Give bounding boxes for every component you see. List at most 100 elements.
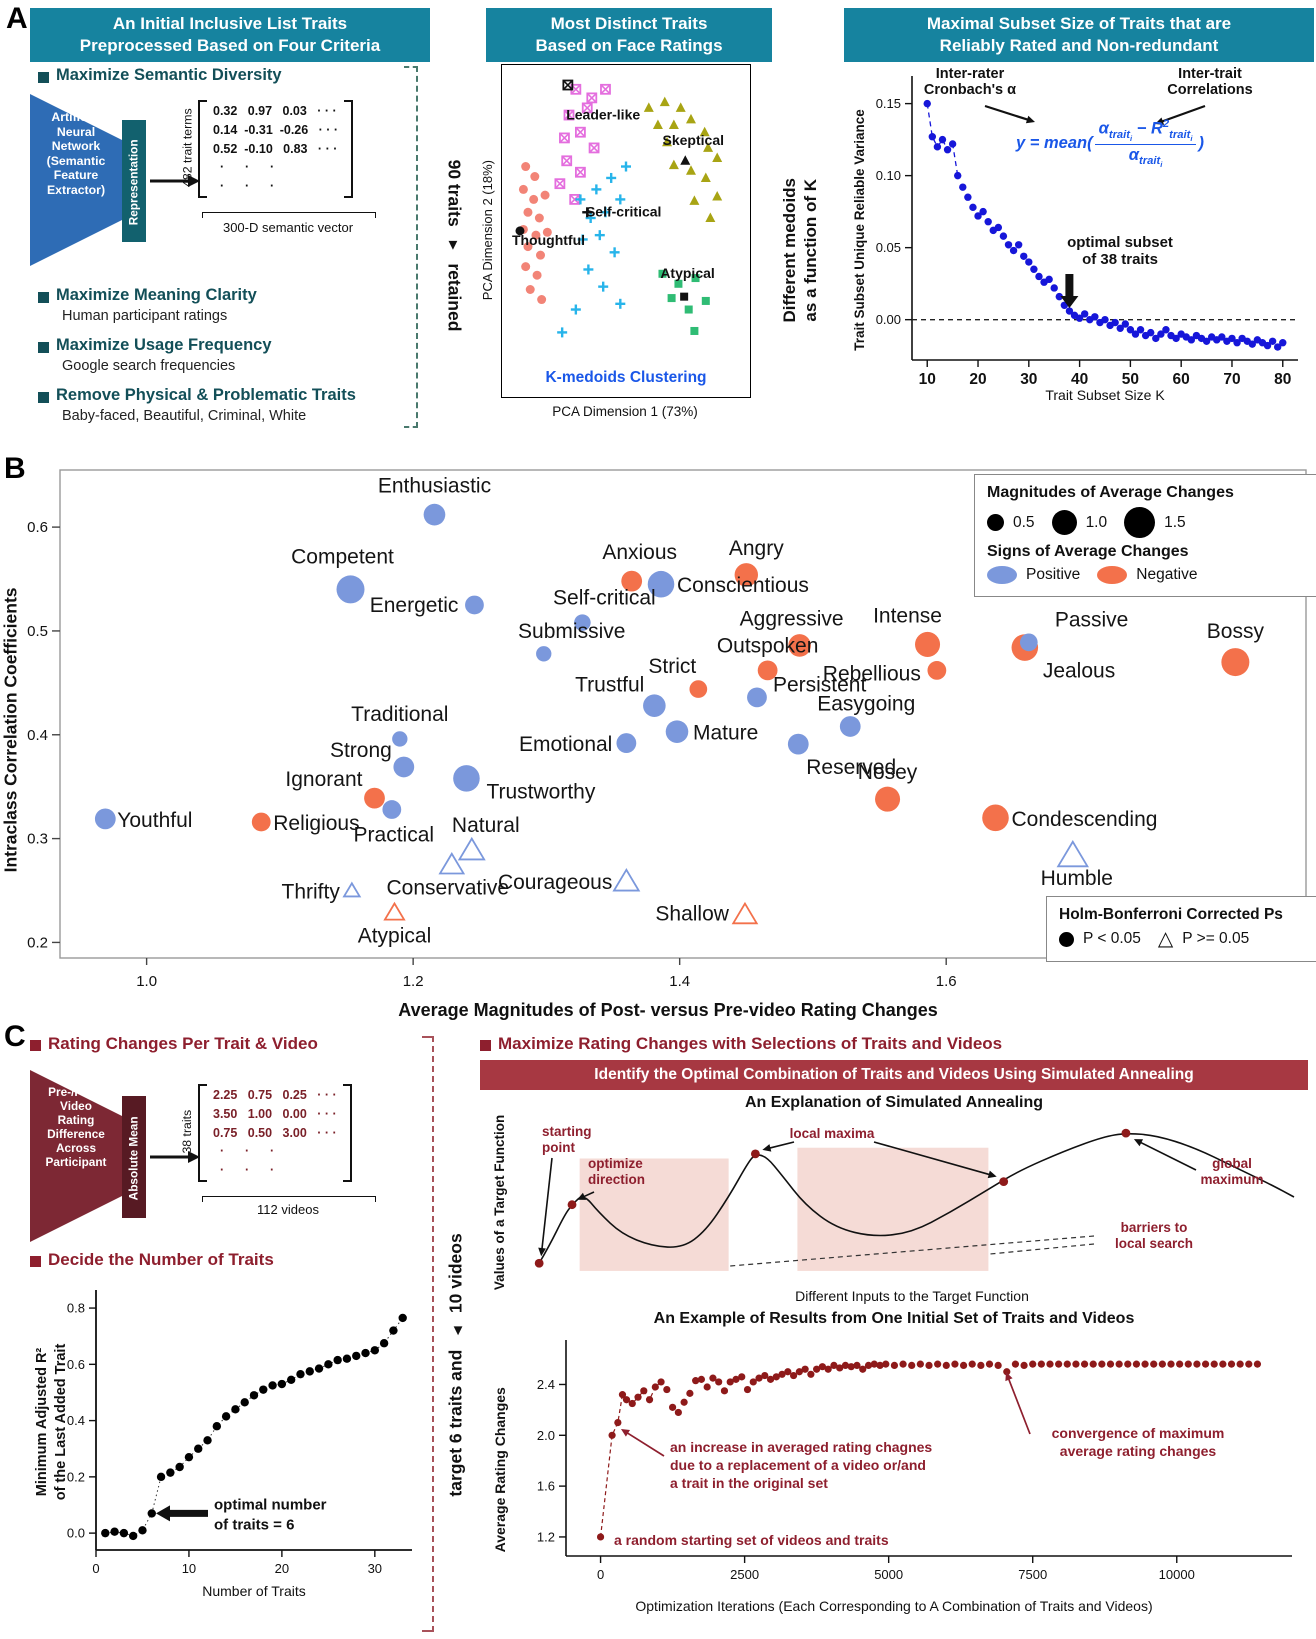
- vector-dim-label: 300-D semantic vector: [222, 220, 354, 235]
- legend-sign-title: Signs of Average Changes: [987, 543, 1189, 560]
- svg-text:2.4: 2.4: [537, 1377, 555, 1392]
- svg-text:0.6: 0.6: [67, 1357, 85, 1372]
- legend-magnitudes: Magnitudes of Average Changes 0.5 1.0 1.…: [974, 474, 1316, 597]
- criterion-semantic-diversity: Maximize Semantic Diversity: [56, 66, 282, 84]
- svg-text:0.2: 0.2: [27, 934, 48, 951]
- svg-text:0.8: 0.8: [67, 1301, 85, 1316]
- size-dot-icon: [987, 514, 1004, 531]
- pca-ylabel: PCA Dimension 2 (18%): [479, 159, 495, 301]
- svg-text:1.6: 1.6: [936, 973, 957, 990]
- pca-header: Most Distinct Traits Based on Face Ratin…: [486, 8, 772, 63]
- svg-text:0.0: 0.0: [67, 1526, 85, 1541]
- svg-text:Intense: Intense: [873, 604, 942, 627]
- svg-text:40: 40: [1071, 371, 1088, 388]
- svg-text:Ignorant: Ignorant: [285, 768, 362, 791]
- sig-dot-icon: [1059, 931, 1074, 947]
- conv-xlabel: Optimization Iterations (Each Correspond…: [635, 1598, 1153, 1614]
- matrix-row: 0.14 -0.31 -0.26 · · ·: [213, 122, 339, 137]
- svg-text:0.5: 0.5: [27, 623, 48, 640]
- maximize-header: Maximize Rating Changes with Selections …: [498, 1034, 1003, 1053]
- subset-header: Maximal Subset Size of Traits that are R…: [844, 8, 1314, 63]
- matrix-row: 0.32 0.97 0.03 · · ·: [213, 104, 337, 118]
- cronbach-annotation: Inter-rater Cronbach's α: [923, 66, 1017, 98]
- svg-text:local search: local search: [1115, 1236, 1193, 1251]
- bracket-left-icon: [198, 100, 207, 198]
- svg-text:2500: 2500: [730, 1567, 759, 1582]
- svg-text:Reserved: Reserved: [806, 756, 896, 779]
- svg-text:of the Last Added Trait: of the Last Added Trait: [53, 1344, 69, 1501]
- svg-text:Strict: Strict: [648, 655, 696, 678]
- svg-text:Conscientious: Conscientious: [677, 574, 809, 597]
- bullet-icon: [38, 292, 49, 303]
- svg-text:0: 0: [597, 1567, 604, 1582]
- optimal-subset-annotation: optimal subset of 38 traits: [1067, 234, 1173, 268]
- bracket-right-icon: [344, 100, 354, 198]
- size-dot-icon: [1124, 507, 1156, 538]
- svg-text:0.2: 0.2: [67, 1469, 85, 1484]
- flow-90-traits-text: 90 traits: [444, 159, 465, 227]
- panel-b-label: B: [4, 452, 26, 485]
- svg-text:Outspoken: Outspoken: [717, 634, 819, 657]
- flow-target-text: target 6 traits and: [446, 1349, 467, 1497]
- svg-text:Competent: Competent: [291, 545, 394, 568]
- svg-text:0.4: 0.4: [67, 1413, 85, 1428]
- svg-text:K-medoids Clustering: K-medoids Clustering: [545, 369, 706, 386]
- svg-text:Energetic: Energetic: [370, 594, 459, 617]
- svg-text:7500: 7500: [1018, 1567, 1047, 1582]
- svg-text:2.0: 2.0: [537, 1428, 555, 1443]
- bubble-xlabel: Average Magnitudes of Post- versus Pre-v…: [398, 1000, 938, 1020]
- svg-text:Skeptical: Skeptical: [663, 132, 724, 148]
- svg-text:maximum: maximum: [1200, 1172, 1263, 1187]
- svg-text:Aggressive: Aggressive: [740, 607, 844, 630]
- c-left-bracket: [422, 1036, 434, 1632]
- icc-ylabel: Intraclass Correlation Coefficients: [0, 587, 21, 873]
- bracket-right-icon: [342, 1084, 352, 1182]
- pca-xlabel: PCA Dimension 1 (73%): [552, 404, 698, 419]
- svg-text:10000: 10000: [1159, 1567, 1195, 1582]
- svg-text:70: 70: [1223, 371, 1240, 388]
- svg-text:1.6: 1.6: [537, 1479, 555, 1494]
- flow-retained-text: retained: [444, 262, 465, 331]
- flow-90-traits: 90 traits ▼ retained: [424, 120, 484, 370]
- svg-text:1.2: 1.2: [537, 1529, 555, 1544]
- convergence-title: An Example of Results from One Initial S…: [653, 1310, 1135, 1327]
- svg-text:Religious: Religious: [273, 812, 359, 835]
- videos-dim-label: 112 videos: [257, 1202, 319, 1217]
- criteria-bracket: [404, 66, 418, 428]
- svg-text:0.05: 0.05: [876, 240, 901, 255]
- semantic-matrix: 0.32 0.97 0.03 · · · 0.14 -0.31 -0.26 · …: [198, 100, 354, 198]
- svg-text:Enthusiastic: Enthusiastic: [378, 475, 491, 498]
- svg-text:Minimum Adjusted R²: Minimum Adjusted R²: [34, 1348, 50, 1497]
- matrix-row: · · ·: [213, 160, 275, 175]
- svg-text:Leader-like: Leader-like: [566, 106, 640, 122]
- criterion-sub: Baby-faced, Beautiful, Criminal, White: [62, 408, 307, 424]
- svg-text:optimize: optimize: [588, 1156, 643, 1171]
- flow-target: target 6 traits and ▼ 10 videos: [434, 1120, 480, 1610]
- pca-plot: Leader-like Skeptical Self-criticalThought…: [501, 64, 751, 398]
- svg-text:Self-critical: Self-critical: [553, 587, 656, 610]
- annealing-title: An Explanation of Simulated Annealing: [744, 1094, 1044, 1111]
- bubble-plot: 0.2 0.3 0.4 0.5 0.6 1.0 1.2 1.4 1.6 Enthusiastic C…: [27, 469, 1307, 990]
- svg-text:Traditional: Traditional: [351, 703, 448, 726]
- criterion-sub: Human participant ratings: [62, 308, 228, 324]
- convergence-plot: 0 2500 5000 7500 10000 1.2 1.6 2.0 2.4 convergenc…: [537, 1340, 1292, 1582]
- svg-text:30: 30: [368, 1561, 382, 1576]
- svg-text:0.10: 0.10: [876, 168, 901, 183]
- svg-text:average rating changes: average rating changes: [1060, 1443, 1217, 1459]
- svg-text:Persistent: Persistent: [773, 673, 867, 696]
- svg-text:Passive: Passive: [1055, 608, 1129, 631]
- svg-text:Rebellious: Rebellious: [823, 662, 921, 685]
- criteria-header: An Initial Inclusive List Traits Preproc…: [30, 8, 430, 63]
- bullet-icon: [38, 72, 49, 83]
- svg-text:optimal number: optimal number: [214, 1496, 327, 1513]
- svg-text:Angry: Angry: [729, 537, 784, 560]
- matrix-row: · · ·: [213, 1144, 275, 1159]
- svg-text:50: 50: [1122, 371, 1139, 388]
- down-arrow-icon: ▼: [445, 236, 461, 254]
- criterion-usage-frequency: Maximize Usage Frequency: [56, 336, 272, 354]
- conv-ylabel: Average Rating Changes: [492, 1387, 509, 1553]
- svg-text:global: global: [1212, 1156, 1252, 1171]
- anneal-xlabel: Different Inputs to the Target Function: [795, 1288, 1029, 1304]
- svg-text:Shallow: Shallow: [655, 902, 729, 925]
